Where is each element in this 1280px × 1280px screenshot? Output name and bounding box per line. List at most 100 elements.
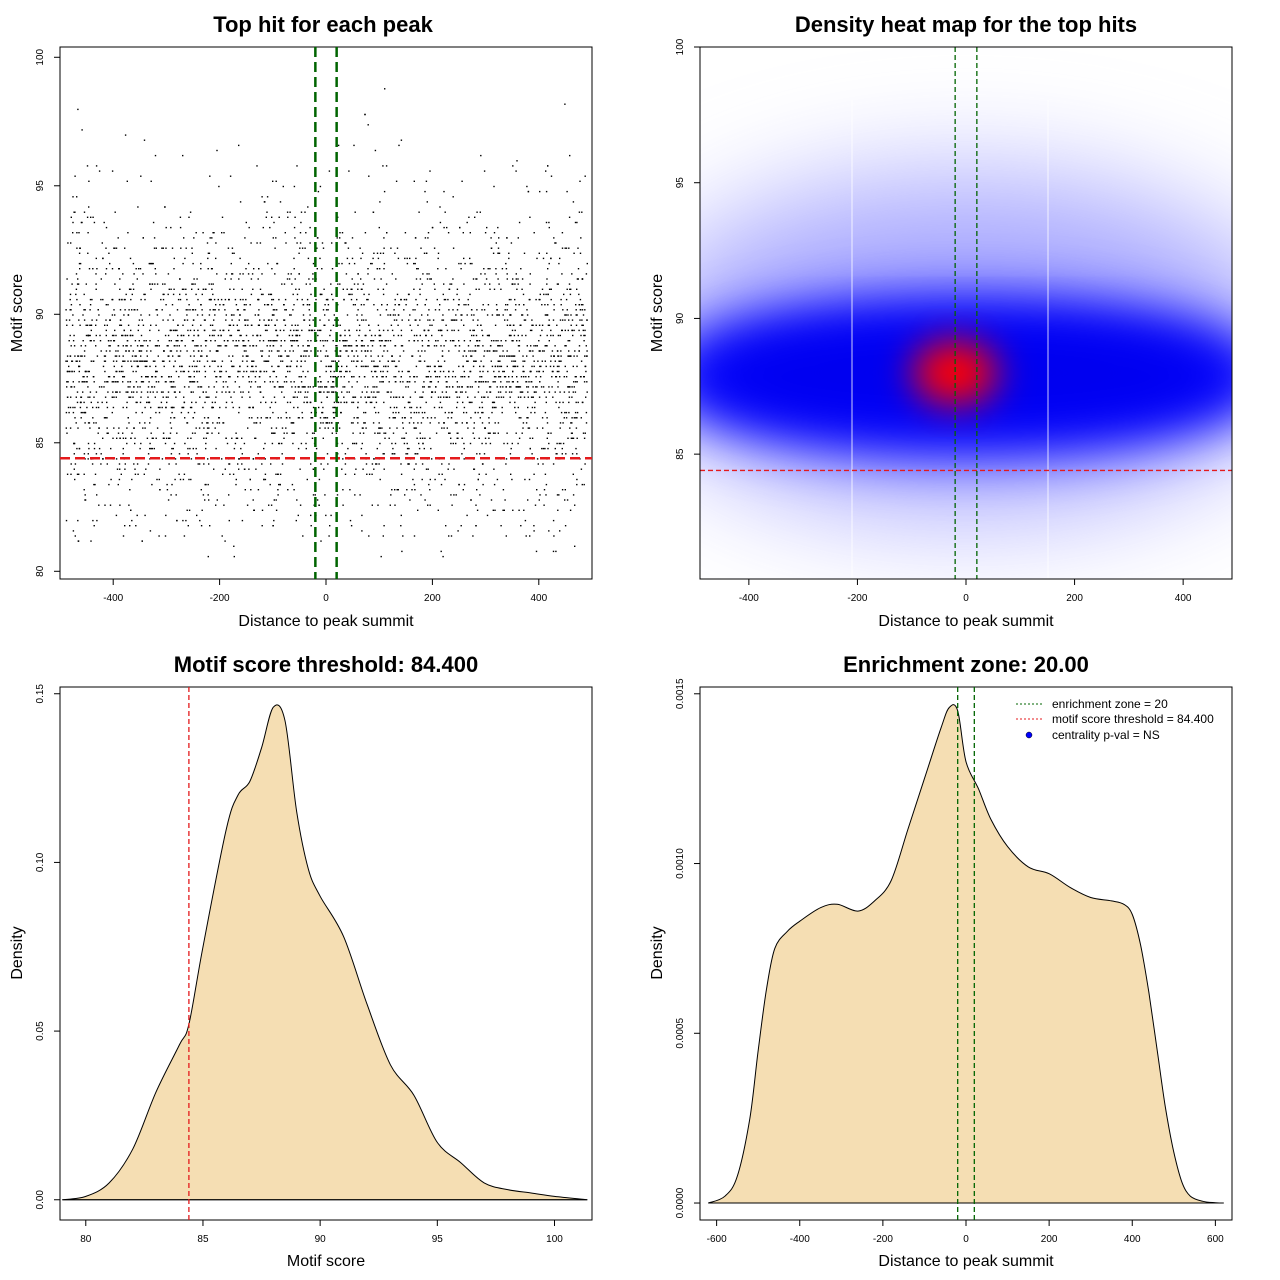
scatter-point xyxy=(586,391,588,393)
scatter-point xyxy=(305,232,307,234)
scatter-point xyxy=(143,340,145,342)
scatter-point xyxy=(266,211,268,213)
scatter-point xyxy=(332,360,335,362)
scatter-point xyxy=(401,417,404,419)
scatter-point xyxy=(371,463,374,465)
scatter-point xyxy=(73,468,75,470)
scatter-point xyxy=(529,437,531,439)
scatter-point xyxy=(305,442,307,445)
scatter-point xyxy=(158,345,160,347)
scatter-point xyxy=(406,262,409,265)
scatter-point xyxy=(584,365,586,368)
scatter-point xyxy=(382,252,385,254)
scatter-point xyxy=(548,226,550,229)
scatter-point xyxy=(151,447,153,450)
scatter-point xyxy=(92,268,94,270)
scatter-point xyxy=(189,381,191,383)
scatter-point xyxy=(469,293,471,296)
scatter-point xyxy=(102,298,104,301)
scatter-point xyxy=(143,139,146,141)
scatter-point xyxy=(175,370,178,373)
scatter-point xyxy=(564,365,566,368)
scatter-point xyxy=(536,345,538,347)
x-axis-ticks: 80 85 90 95 100 xyxy=(80,1220,563,1245)
scatter-point xyxy=(117,483,119,486)
scatter-point xyxy=(319,427,321,429)
scatter-point xyxy=(556,350,559,352)
scatter-point xyxy=(436,298,438,301)
scatter-point xyxy=(404,406,406,409)
scatter-point xyxy=(248,468,250,470)
scatter-point xyxy=(259,391,261,393)
scatter-point xyxy=(357,309,359,311)
scatter-point xyxy=(69,427,72,429)
scatter-point xyxy=(520,525,522,527)
scatter-point xyxy=(124,334,126,337)
scatter-point xyxy=(181,406,183,409)
scatter-point xyxy=(370,391,373,393)
scatter-point xyxy=(262,340,265,342)
scatter-point xyxy=(546,283,548,285)
scatter-point xyxy=(527,499,529,501)
scatter-point xyxy=(255,468,257,470)
scatter-point xyxy=(135,525,137,527)
scatter-point xyxy=(193,334,195,337)
scatter-point xyxy=(189,376,192,378)
scatter-point xyxy=(83,381,86,383)
scatter-point xyxy=(167,334,170,337)
scatter-point xyxy=(463,370,465,373)
scatter-point xyxy=(469,257,471,260)
scatter-point xyxy=(486,350,488,352)
scatter-point xyxy=(499,355,501,357)
scatter-point xyxy=(210,340,212,342)
scatter-point xyxy=(348,345,350,347)
scatter-point xyxy=(322,309,325,311)
scatter-point xyxy=(138,340,140,342)
scatter-point xyxy=(419,293,421,296)
scatter-point xyxy=(136,514,138,517)
scatter-point xyxy=(304,376,307,378)
scatter-point xyxy=(421,478,423,481)
scatter-point xyxy=(536,427,538,429)
scatter-point xyxy=(557,355,559,357)
scatter-point xyxy=(224,468,226,470)
scatter-point xyxy=(371,401,373,404)
scatter-point xyxy=(509,324,512,326)
scatter-point xyxy=(66,370,69,373)
scatter-point xyxy=(531,324,533,326)
x-tick-label: 0 xyxy=(323,593,329,604)
scatter-point xyxy=(452,319,454,321)
scatter-point xyxy=(293,432,295,434)
scatter-point xyxy=(189,309,191,311)
scatter-point xyxy=(84,458,86,460)
scatter-point xyxy=(179,350,182,352)
scatter-point xyxy=(570,324,572,326)
scatter-point xyxy=(252,334,254,337)
scatter-point xyxy=(98,427,100,429)
scatter-point xyxy=(283,283,286,285)
scatter-point xyxy=(208,427,210,429)
scatter-point xyxy=(392,417,394,419)
scatter-point xyxy=(193,329,195,332)
scatter-point xyxy=(486,334,489,337)
scatter-point xyxy=(316,499,319,501)
scatter-point xyxy=(365,401,367,404)
scatter-point xyxy=(269,376,271,378)
scatter-point xyxy=(214,401,216,404)
scatter-point xyxy=(564,247,566,249)
scatter-point xyxy=(555,550,557,553)
scatter-point xyxy=(393,417,395,419)
scatter-point xyxy=(384,345,386,347)
scatter-point xyxy=(343,376,345,378)
scatter-point xyxy=(456,406,458,409)
scatter-point xyxy=(343,345,345,347)
scatter-point xyxy=(160,401,163,404)
scatter-point xyxy=(147,401,150,404)
scatter-point xyxy=(98,447,101,450)
scatter-point xyxy=(562,401,564,404)
scatter-point xyxy=(406,442,408,445)
scatter-point xyxy=(520,376,523,378)
scatter-point xyxy=(558,442,560,445)
scatter-point xyxy=(355,468,357,470)
scatter-point xyxy=(115,458,118,460)
